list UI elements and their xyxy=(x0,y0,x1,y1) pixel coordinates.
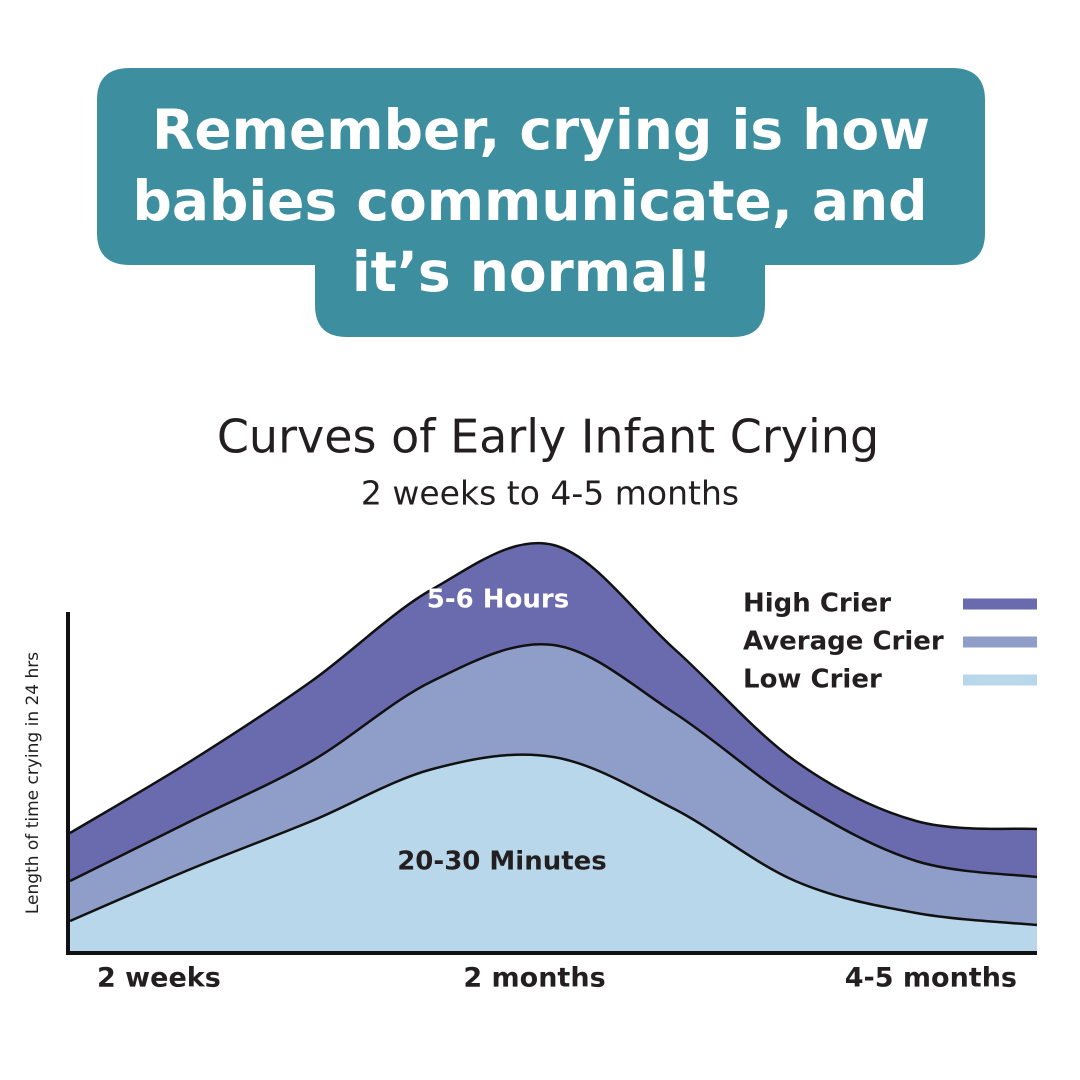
x-tick-label: 2 months xyxy=(463,963,605,994)
x-tick-label: 4-5 months xyxy=(845,963,1017,994)
x-tick-label: 2 weeks xyxy=(97,963,221,994)
chart-subtitle: 2 weeks to 4-5 months xyxy=(361,474,739,513)
y-axis-label: Length of time crying in 24 hrs xyxy=(23,652,43,914)
area xyxy=(70,644,1037,925)
banner-shape xyxy=(97,68,985,337)
series-outline xyxy=(69,541,1038,835)
legend-label: Low Crier xyxy=(743,665,882,695)
banner-text: Remember, crying is how xyxy=(152,98,930,162)
area xyxy=(70,754,1037,953)
legend-label: High Crier xyxy=(743,589,891,619)
annotation: 5-6 Hours xyxy=(427,585,569,615)
series-outline xyxy=(69,753,1038,927)
legend-label: Average Crier xyxy=(743,627,944,657)
series-outline xyxy=(69,642,1038,883)
chart-title: Curves of Early Infant Crying xyxy=(217,410,879,464)
annotation: 20-30 Minutes xyxy=(397,847,607,877)
area xyxy=(70,543,1037,881)
banner-text: babies communicate, and xyxy=(132,169,927,233)
banner-text: it’s normal! xyxy=(352,240,712,304)
